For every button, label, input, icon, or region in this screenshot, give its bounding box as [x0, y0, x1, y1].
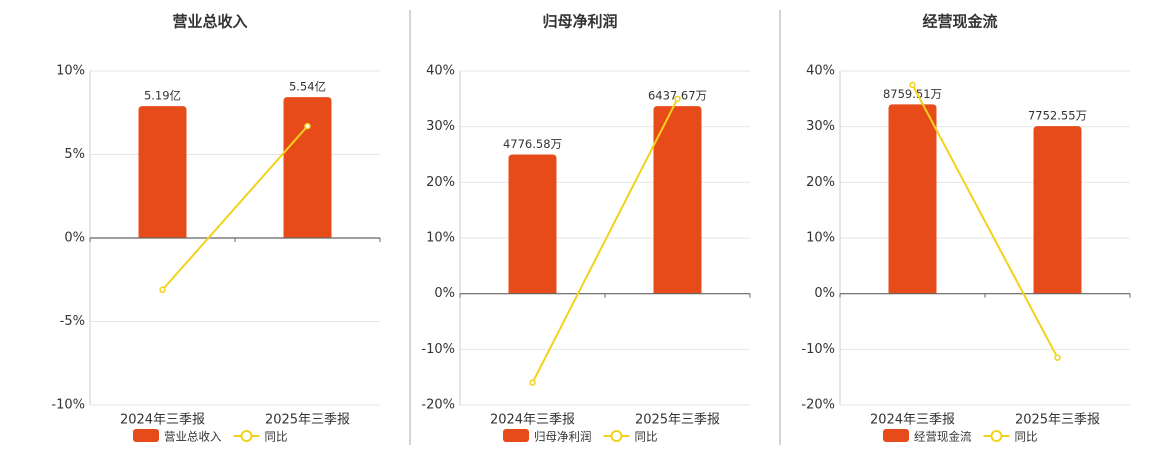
y-tick-label: 0% [64, 231, 85, 246]
bar [138, 106, 187, 238]
y-tick-label: 20% [426, 175, 455, 190]
bar [653, 106, 702, 294]
y-tick-label: 10% [56, 64, 85, 79]
y-tick-label: 10% [426, 231, 455, 246]
legend-swatch [133, 429, 159, 442]
y-tick-label: 30% [426, 119, 455, 134]
legend-swatch [990, 430, 1003, 442]
legend-swatch [883, 429, 909, 442]
x-tick-label: 2024年三季报 [490, 413, 575, 428]
x-tick-label: 2025年三季报 [1015, 413, 1100, 428]
line [161, 125, 309, 291]
y-tick-label: -20% [801, 398, 835, 413]
legend-swatch [240, 430, 253, 442]
y-tick-label: 40% [426, 64, 455, 79]
y-tick-label: -5% [60, 314, 85, 329]
y-tick-label: 0% [434, 286, 455, 301]
value-label: 5.19亿 [144, 89, 181, 103]
legend-label: 营业总收入 [164, 430, 222, 444]
point [674, 95, 681, 103]
chart-title: 经营现金流 [922, 13, 997, 31]
y-tick-label: -20% [421, 398, 455, 413]
point [909, 81, 916, 89]
line [531, 98, 679, 384]
bar [508, 154, 557, 294]
y-tick-label: 0% [814, 286, 835, 301]
value-label: 5.54亿 [289, 80, 326, 94]
legend-label: 同比 [635, 430, 658, 444]
y-tick-label: -10% [51, 398, 85, 413]
x-tick-label: 2025年三季报 [265, 413, 350, 428]
x-tick-label: 2025年三季报 [635, 413, 720, 428]
x-tick-label: 2024年三季报 [870, 413, 955, 428]
y-tick-label: 30% [806, 119, 835, 134]
legend-swatch [503, 429, 529, 442]
bar [888, 104, 937, 294]
y-tick-label: 10% [806, 231, 835, 246]
legend-swatch [610, 430, 623, 442]
y-tick-label: -10% [421, 342, 455, 357]
bar [283, 97, 332, 239]
point [1054, 354, 1061, 361]
point [159, 286, 166, 294]
legend-label: 同比 [265, 430, 288, 444]
bar [1033, 126, 1082, 294]
legend-label: 归母净利润 [534, 430, 592, 444]
chart-title: 归母净利润 [542, 13, 617, 31]
chart-title: 营业总收入 [172, 13, 247, 31]
y-tick-label: 40% [806, 64, 835, 79]
y-tick-label: -10% [801, 342, 835, 357]
x-tick-label: 2024年三季报 [120, 413, 205, 428]
y-tick-label: 20% [806, 175, 835, 190]
point [529, 379, 536, 386]
legend-label: 同比 [1015, 430, 1038, 444]
point [304, 122, 311, 130]
value-label: 7752.55万 [1028, 109, 1087, 123]
value-label: 4776.58万 [503, 137, 562, 151]
y-tick-label: 5% [64, 147, 85, 162]
legend-label: 经营现金流 [914, 430, 972, 444]
value-label: 8759.51万 [883, 87, 942, 101]
line [911, 84, 1059, 359]
